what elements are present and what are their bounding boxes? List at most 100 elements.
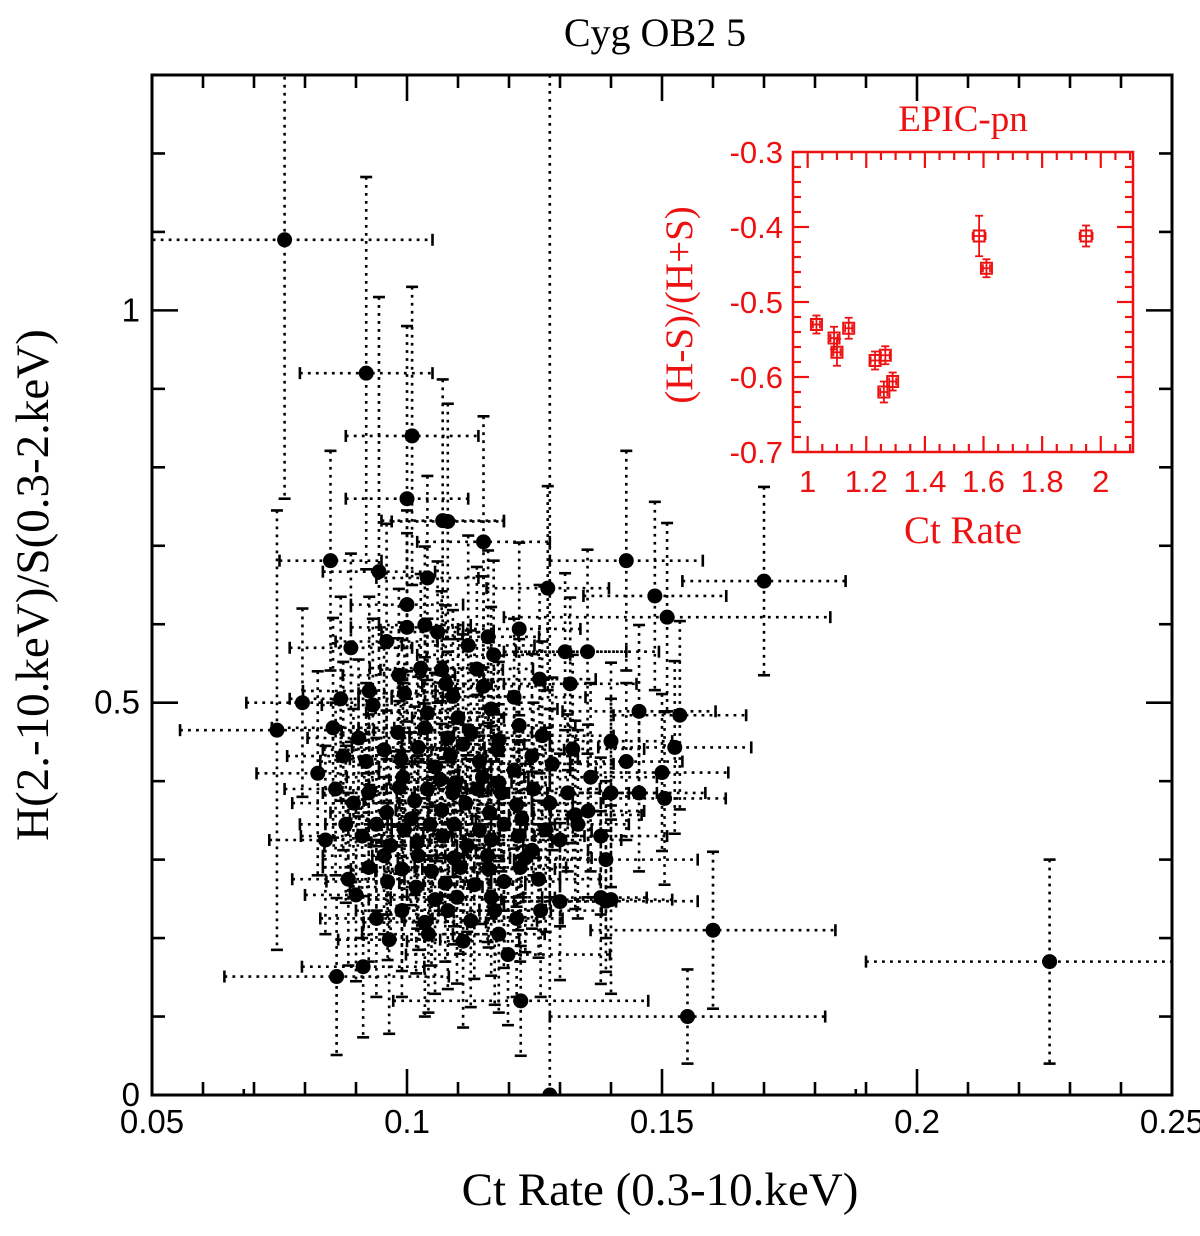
scatter-point	[509, 797, 525, 813]
error-bar-caps	[832, 337, 842, 367]
scatter-point	[474, 769, 490, 785]
x-tick-label: 0.25	[1140, 1103, 1200, 1140]
scatter-point	[391, 667, 407, 683]
error-bar	[972, 215, 986, 257]
error-bar-caps	[880, 345, 891, 366]
scatter-point	[361, 683, 377, 699]
error-bar-caps	[514, 548, 661, 755]
tick-marks	[152, 75, 1172, 1095]
inset-y-tick-label: -0.3	[730, 135, 783, 170]
scatter-point	[449, 889, 465, 905]
y-tick-label: 0	[122, 1076, 140, 1113]
inset-x-tick-label: 1.6	[962, 464, 1005, 499]
error-bar-caps	[982, 258, 991, 279]
error-bar-caps	[864, 858, 1056, 1065]
figure-title: Cyg OB2 5	[564, 10, 746, 55]
error-bar	[363, 706, 466, 895]
error-bar	[549, 450, 703, 671]
scatter-point	[809, 318, 823, 331]
scatter-point	[335, 748, 351, 764]
error-bar	[498, 708, 601, 898]
scatter-point	[540, 580, 556, 596]
error-bar	[322, 714, 415, 872]
scatter-point	[524, 748, 540, 764]
scatter-point	[483, 889, 499, 905]
error-bar-caps	[844, 316, 854, 340]
error-bar	[393, 945, 649, 1056]
error-bar	[405, 883, 610, 1026]
error-bar	[880, 381, 888, 403]
error-bar	[866, 859, 1172, 1064]
y-axis-label: H(2.-10.keV)/S(0.3-2.keV)	[7, 329, 59, 841]
y-tick-label: 0.5	[94, 684, 140, 721]
error-bar-caps	[589, 850, 837, 1010]
error-bar-caps	[336, 844, 442, 1036]
error-bar-caps	[318, 838, 434, 999]
scatter-point	[705, 922, 721, 938]
inset-y-tick-label: -0.4	[730, 210, 783, 245]
scatter-point	[1079, 229, 1093, 243]
scatter-point	[533, 903, 549, 919]
x-axis-label: Ct Rate (0.3-10.keV)	[462, 1164, 859, 1216]
error-bar	[404, 676, 497, 834]
scatter-point	[410, 848, 426, 864]
error-bar-caps	[321, 772, 416, 963]
x-tick-label: 0.1	[384, 1103, 430, 1140]
scatter-point	[310, 765, 326, 781]
scatter-point	[647, 588, 663, 604]
scatter-point	[538, 822, 554, 838]
scatter-point	[393, 751, 409, 767]
scatter-point	[277, 232, 293, 248]
error-bar	[452, 738, 555, 911]
error-bar	[320, 683, 413, 840]
scatter-point	[325, 720, 341, 736]
inset-y-tick-label: -0.6	[730, 360, 783, 395]
scatter-point	[368, 910, 384, 926]
error-bar	[256, 671, 379, 876]
scatter-point	[358, 754, 374, 770]
error-bar-caps	[478, 823, 604, 999]
tick-marks	[793, 152, 1133, 452]
error-bar-caps	[396, 770, 512, 946]
scatter-point	[459, 837, 475, 853]
scatter-point	[476, 534, 491, 550]
scatter-point	[979, 261, 993, 275]
error-bar-caps	[303, 807, 409, 983]
scatter-point	[525, 781, 541, 797]
error-bar	[396, 832, 499, 990]
error-bar	[506, 714, 629, 872]
scatter-point	[343, 640, 359, 656]
scatter-point	[672, 707, 688, 723]
error-bar	[338, 845, 441, 1034]
error-bar-caps	[582, 500, 728, 692]
error-bar-caps	[498, 726, 593, 934]
scatter-point	[408, 879, 424, 895]
scatter-point	[500, 947, 516, 963]
inset-x-tick-label: 1	[799, 464, 816, 499]
error-bar	[514, 830, 698, 972]
y-tick-label: 1	[122, 291, 140, 328]
scatter-point	[294, 695, 310, 711]
error-bar-caps	[469, 838, 564, 999]
scatter-point	[631, 785, 647, 801]
error-bar-caps	[367, 804, 503, 996]
scatter-point	[603, 892, 619, 908]
inset-y-tick-label: -0.5	[730, 285, 783, 320]
scatter-point	[972, 229, 986, 243]
error-bar-caps	[344, 285, 480, 587]
error-bar	[417, 560, 571, 749]
scatter-point	[886, 375, 900, 388]
inset-x-tick-labels: 1 1.2 1.4 1.6 1.8 2	[799, 464, 1109, 499]
error-bar	[428, 675, 531, 848]
scatter-point	[361, 859, 377, 875]
inset-x-tick-label: 1.4	[903, 464, 946, 499]
error-bar-caps	[476, 799, 602, 959]
scatter-point	[423, 863, 439, 879]
error-bar-caps	[888, 371, 898, 392]
inset-y-tick-labels: -0.3 -0.4 -0.5 -0.6 -0.7	[730, 135, 783, 470]
scatter-point	[345, 795, 361, 811]
error-bar	[452, 855, 545, 1013]
error-bar-caps	[348, 799, 484, 975]
error-bar-caps	[571, 713, 707, 873]
error-bar	[300, 734, 424, 939]
